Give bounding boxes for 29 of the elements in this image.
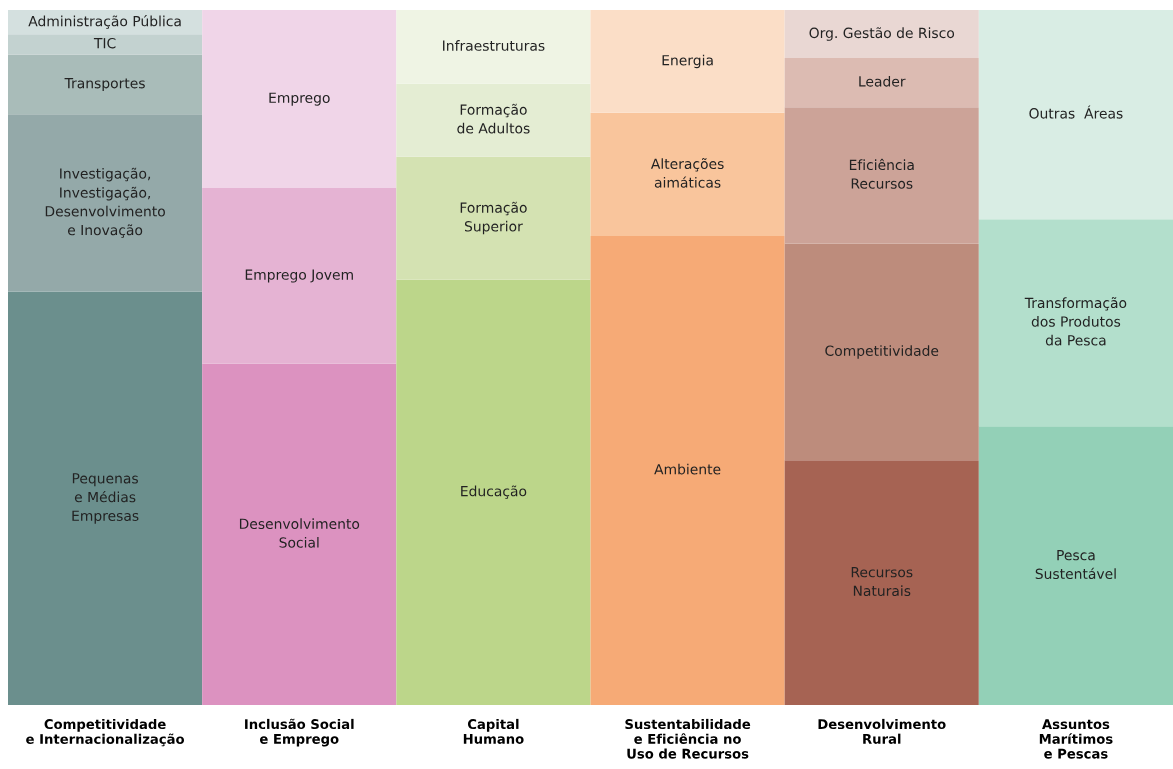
series-label: Ambiente bbox=[654, 463, 721, 475]
x-tick-label: Capital Humano bbox=[463, 718, 524, 744]
series-label: Transformação dos Produtos da Pesca bbox=[1024, 297, 1127, 346]
series-label: Outras Áreas bbox=[1029, 105, 1123, 119]
x-tick-label: Assuntos Marítimos e Pescas bbox=[1039, 719, 1113, 759]
series-label: Formação de Adultos bbox=[457, 103, 530, 134]
series-label: Pesca Sustentável bbox=[1035, 550, 1116, 580]
series-label: Formação Superior bbox=[460, 201, 527, 235]
series-label: Leader bbox=[859, 75, 906, 87]
series-label: Transportes bbox=[64, 78, 145, 92]
series-label: Emprego bbox=[269, 92, 330, 106]
series-label: Competitividade bbox=[825, 345, 939, 359]
x-tick-label: Inclusão Social e Emprego bbox=[245, 718, 354, 747]
series-label: Educação bbox=[461, 485, 527, 499]
series-label: Administração Pública bbox=[28, 15, 181, 29]
series-label: Infraestruturas bbox=[443, 40, 545, 51]
series-label: Alterações aimáticas bbox=[650, 158, 724, 188]
series-label: Energia bbox=[662, 54, 713, 69]
series-label: Org. Gestão de Risco bbox=[809, 27, 955, 41]
series-label: Emprego Jovem bbox=[245, 269, 353, 283]
x-tick-label: Sustentabilidade e Eficiência no Uso de Recursos bbox=[625, 718, 751, 759]
series-label: Desenvolvimento Social bbox=[239, 518, 360, 548]
series-label: Recursos Naturais bbox=[851, 567, 913, 597]
series-label: TIC bbox=[93, 37, 116, 49]
series-label: Pequenas e Médias Empresas bbox=[72, 473, 139, 524]
x-tick-label: Desenvolvimento Rural bbox=[818, 718, 946, 744]
x-tick-label: Competitividade e Internacionalização bbox=[26, 718, 185, 747]
series-label: Eficiência Recursos bbox=[849, 158, 914, 189]
series-label: Investigação, Investigação, Desenvolvimento e Inovação bbox=[45, 167, 165, 238]
